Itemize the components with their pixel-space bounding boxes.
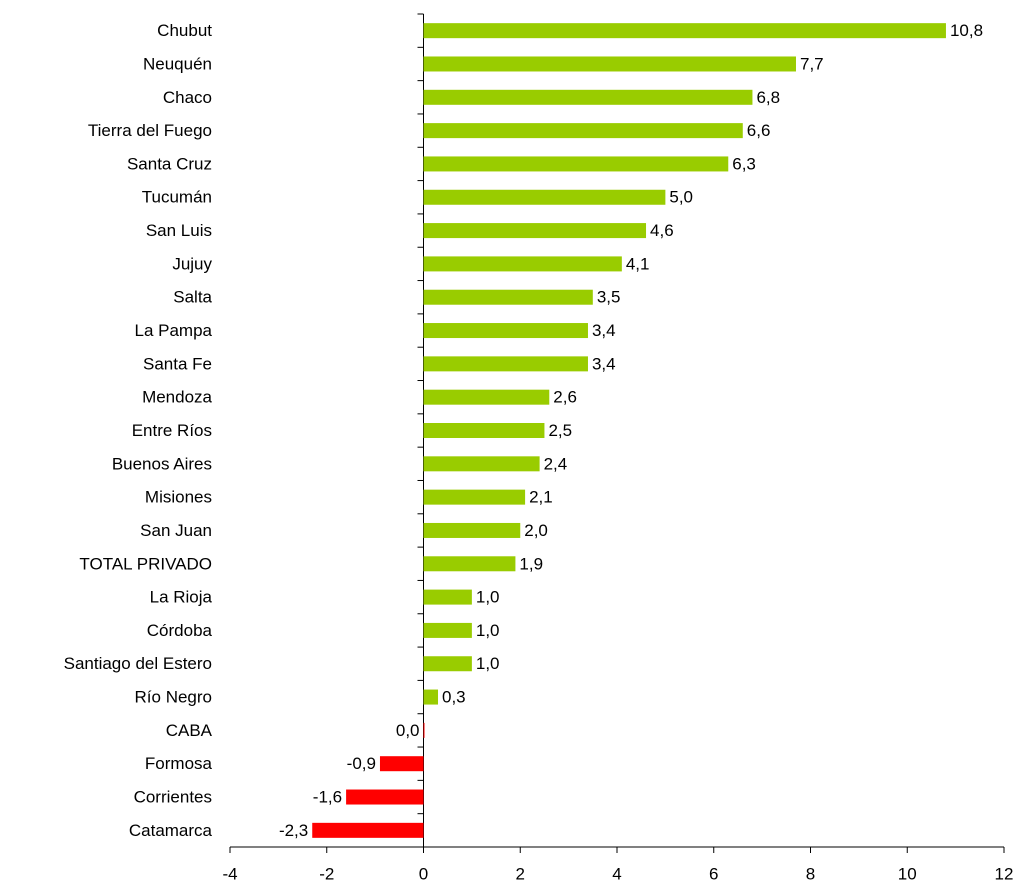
y-tick-label: Buenos Aires [112, 454, 212, 473]
value-label: 5,0 [669, 188, 693, 207]
value-label: -2,3 [279, 821, 308, 840]
x-tick-label: 12 [995, 864, 1014, 883]
value-label: 0,0 [396, 721, 420, 740]
bar [423, 389, 550, 405]
value-label: 3,4 [592, 321, 616, 340]
value-label: 4,6 [650, 221, 674, 240]
y-tick-label: Mendoza [142, 388, 212, 407]
value-label: 6,6 [747, 121, 771, 140]
y-tick-label: Jujuy [172, 254, 212, 273]
value-label: 2,1 [529, 488, 553, 507]
y-tick-label: La Rioja [150, 588, 213, 607]
x-tick-label: 4 [612, 864, 621, 883]
y-tick-label: Chaco [163, 88, 212, 107]
bar [423, 256, 622, 272]
value-label: 1,0 [476, 588, 500, 607]
value-label: 2,0 [524, 521, 548, 540]
bar [423, 556, 516, 572]
bar [423, 123, 743, 139]
x-tick-label: -4 [222, 864, 237, 883]
bar [423, 423, 545, 438]
x-tick-label: 10 [898, 864, 917, 883]
bar [423, 456, 540, 472]
y-tick-label: Misiones [145, 488, 212, 507]
bar [423, 356, 588, 372]
y-tick-label: Santa Fe [143, 354, 212, 373]
y-tick-label: Chubut [157, 21, 212, 40]
y-tick-label: Corrientes [134, 788, 212, 807]
value-label: 7,7 [800, 54, 824, 73]
value-label: 3,5 [597, 288, 621, 307]
y-tick-label: Catamarca [129, 821, 213, 840]
bar [312, 822, 424, 838]
y-tick-label: Formosa [145, 754, 213, 773]
value-label: 6,8 [756, 88, 780, 107]
y-tick-label: Entre Ríos [132, 421, 212, 440]
y-tick-label: Neuquén [143, 54, 212, 73]
y-tick-label: Santa Cruz [127, 154, 212, 173]
y-tick-label: Salta [173, 288, 212, 307]
value-label: 10,8 [950, 21, 983, 40]
bar [423, 689, 439, 705]
bar [423, 522, 521, 538]
bar [423, 589, 472, 605]
value-label: 6,3 [732, 154, 756, 173]
value-label: 3,4 [592, 354, 616, 373]
y-tick-label: TOTAL PRIVADO [79, 554, 212, 573]
x-tick-label: 0 [419, 864, 428, 883]
y-tick-label: Córdoba [147, 621, 213, 640]
bar [423, 189, 666, 205]
bar [423, 89, 753, 105]
y-tick-label: San Juan [140, 521, 212, 540]
value-label: 2,4 [544, 454, 568, 473]
bar [423, 23, 946, 39]
bar [423, 722, 425, 738]
x-tick-label: 6 [709, 864, 718, 883]
bar [346, 789, 424, 805]
bar [423, 323, 588, 339]
bar [423, 622, 472, 638]
y-tick-label: La Pampa [135, 321, 213, 340]
bar [423, 156, 729, 172]
value-label: 2,6 [553, 388, 577, 407]
bar [423, 289, 593, 305]
y-tick-label: Tucumán [142, 188, 212, 207]
value-label: 1,9 [519, 554, 543, 573]
value-label: -1,6 [313, 788, 342, 807]
value-label: 4,1 [626, 254, 650, 273]
x-tick-label: 2 [516, 864, 525, 883]
value-label: 2,5 [548, 421, 572, 440]
y-tick-label: San Luis [146, 221, 212, 240]
x-tick-label: -2 [319, 864, 334, 883]
y-tick-label: Santiago del Estero [64, 654, 212, 673]
y-tick-label: Tierra del Fuego [88, 121, 212, 140]
value-label: 1,0 [476, 621, 500, 640]
bar [379, 756, 424, 772]
bar [423, 223, 647, 239]
y-tick-label: Río Negro [135, 688, 212, 707]
value-label: -0,9 [347, 754, 376, 773]
x-tick-label: 8 [806, 864, 815, 883]
bar [423, 489, 526, 505]
value-label: 1,0 [476, 654, 500, 673]
value-label: 0,3 [442, 688, 466, 707]
bar [423, 56, 796, 72]
bar [423, 656, 472, 672]
y-tick-label: CABA [166, 721, 213, 740]
